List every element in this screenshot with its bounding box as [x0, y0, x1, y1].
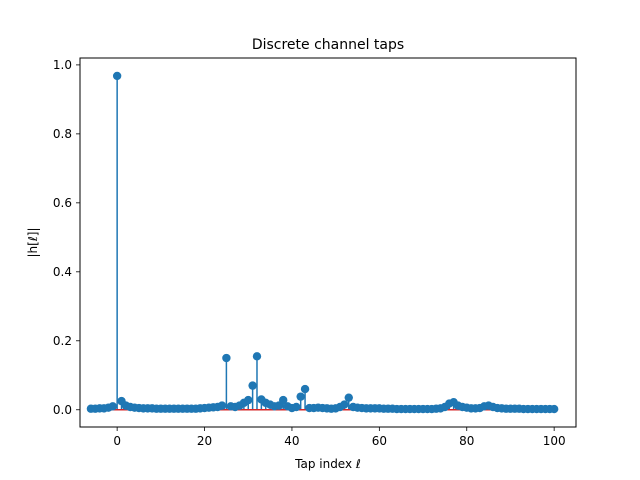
x-tick-label: 100 — [543, 434, 566, 448]
x-tick-label: 40 — [284, 434, 299, 448]
stem-marker — [112, 71, 122, 81]
x-tick-label: 80 — [459, 434, 474, 448]
stem-marker — [279, 395, 288, 405]
x-tick-label: 0 — [113, 434, 121, 448]
x-axis-label: Tap index ℓ — [294, 457, 361, 471]
y-tick-label: 0.8 — [53, 127, 72, 141]
stem-marker — [252, 352, 262, 361]
axes-frame — [79, 57, 577, 428]
stem-marker — [222, 353, 231, 363]
chart-title: Discrete channel taps — [252, 37, 404, 53]
y-tick-label: 0.0 — [53, 403, 72, 417]
axis-ticks: 0 20 40 60 80 100 0.0 0.2 0.4 0.6 0.8 1.0 — [53, 58, 566, 448]
stem-marker — [296, 392, 305, 401]
y-tick-label: 1.0 — [53, 58, 72, 72]
stem-marker — [217, 401, 227, 410]
stem-marker — [344, 393, 353, 402]
y-tick-label: 0.6 — [53, 196, 72, 210]
stem-marker — [340, 400, 349, 409]
y-axis-label: |h[ℓ]| — [26, 227, 40, 257]
stem-marker — [244, 395, 253, 405]
x-tick-label: 20 — [197, 434, 212, 448]
y-tick-label: 0.4 — [53, 265, 72, 279]
stem-marker — [292, 402, 301, 412]
stem-marker — [108, 402, 117, 411]
y-tick-label: 0.2 — [53, 334, 72, 348]
stem-marker — [549, 404, 559, 414]
x-tick-label: 60 — [372, 434, 387, 448]
stem-marker — [300, 384, 310, 394]
stem-marker — [248, 381, 257, 390]
plot-area — [86, 71, 559, 414]
